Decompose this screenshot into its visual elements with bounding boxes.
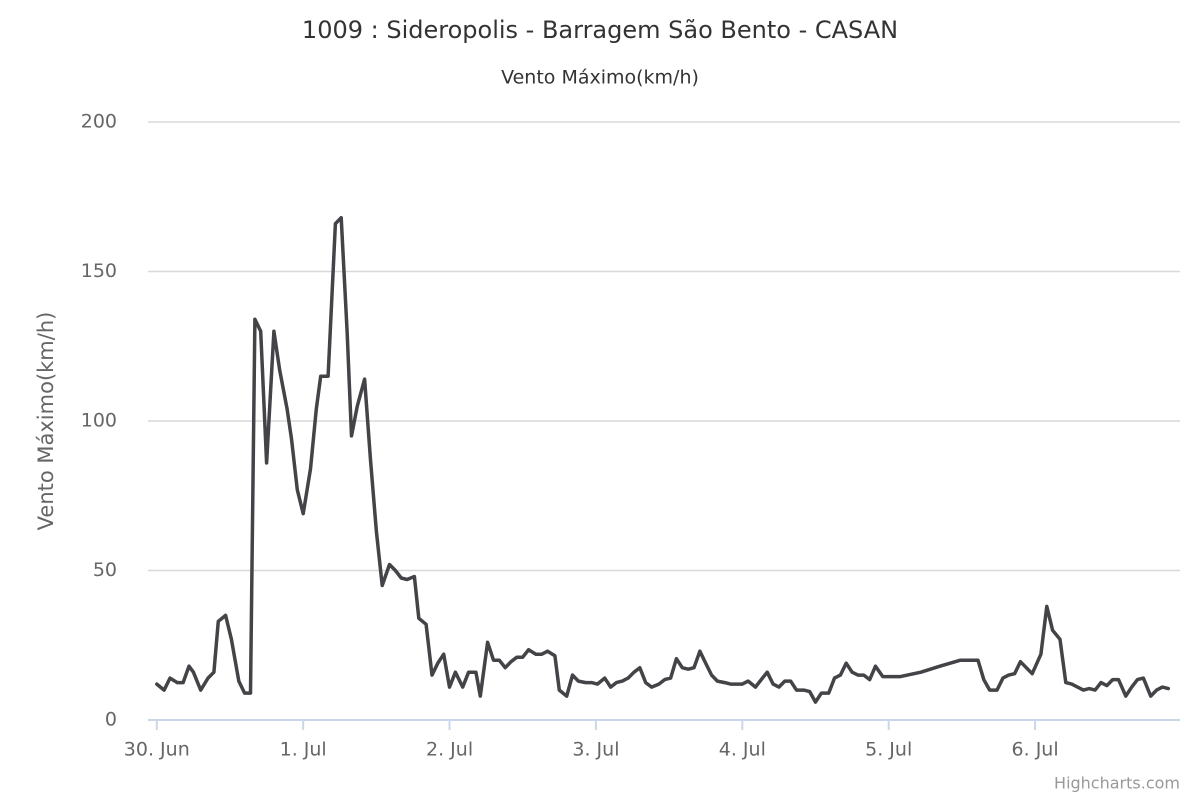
data-line	[155, 215, 1171, 704]
chart-title: 1009 : Sideropolis - Barragem São Bento …	[302, 16, 898, 44]
x-tick-label: 1. Jul	[280, 739, 327, 761]
y-tick-label: 100	[81, 410, 117, 432]
x-tick-label: 30. Jun	[124, 739, 190, 761]
chart-subtitle: Vento Máximo(km/h)	[501, 67, 699, 89]
y-tick-label: 150	[81, 260, 117, 282]
x-tick-label: 6. Jul	[1012, 739, 1059, 761]
credits[interactable]: Highcharts.com	[1054, 774, 1180, 793]
x-tick-label: 3. Jul	[572, 739, 619, 761]
y-tick-label: 0	[105, 709, 117, 731]
y-tick-label: 50	[93, 559, 117, 581]
x-tick-label: 4. Jul	[719, 739, 766, 761]
x-tick-label: 2. Jul	[426, 739, 473, 761]
y-tick-label: 200	[81, 111, 117, 133]
x-tick-label: 5. Jul	[865, 739, 912, 761]
y-axis-title: Vento Máximo(km/h)	[34, 312, 58, 531]
